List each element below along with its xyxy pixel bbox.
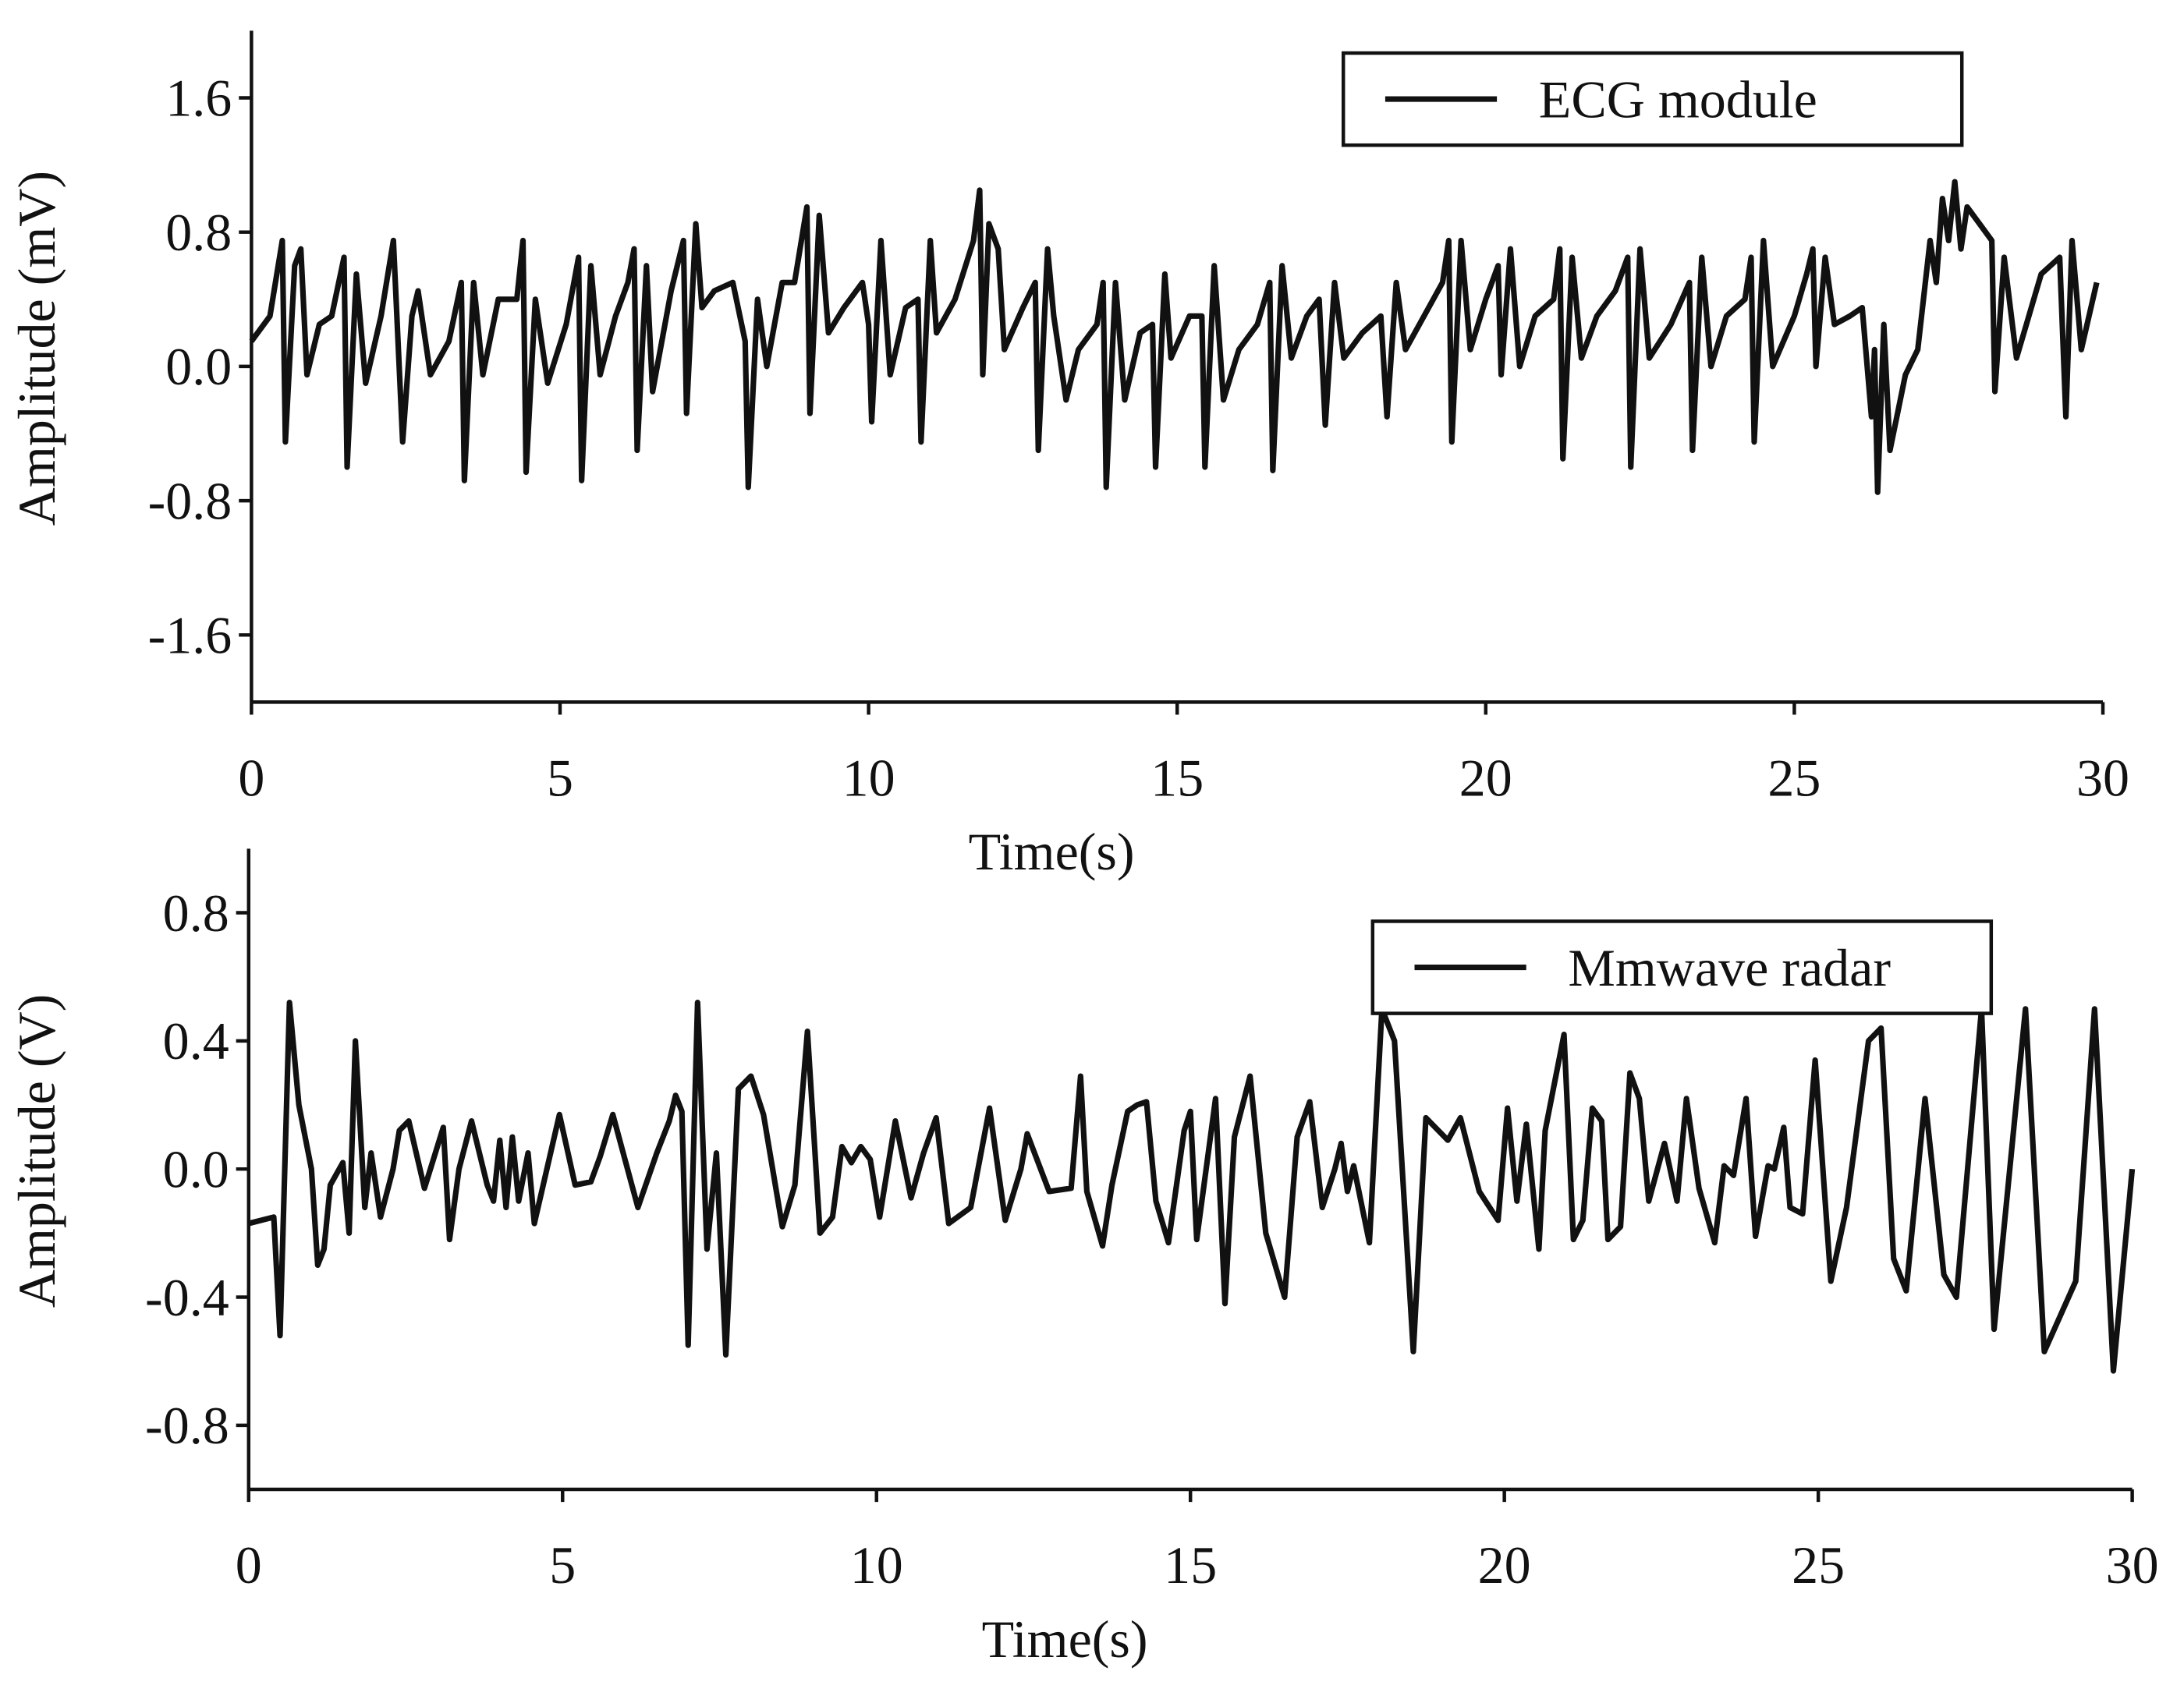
y-tick-label: 0.4 <box>163 1011 229 1071</box>
x-tick-label: 5 <box>549 1535 576 1595</box>
y-tick-label: -1.6 <box>148 606 232 665</box>
plot-panel: -1.6 -0.8 0.0 0.8 1.6 0 5 10 15 20 25 30 Time(s) Ampl… <box>7 30 2129 881</box>
data-line <box>249 179 2100 495</box>
y-tick-label: -0.4 <box>145 1268 229 1327</box>
data-line <box>247 999 2136 1374</box>
y-tick-label: 0.0 <box>165 337 232 396</box>
x-tick-label: 20 <box>1459 748 1512 807</box>
x-tick-label: 30 <box>2076 748 2129 807</box>
x-tick-label: 15 <box>1164 1535 1217 1595</box>
legend: Mmwave radar <box>1370 919 1994 1015</box>
x-tick-label: 20 <box>1478 1535 1531 1595</box>
y-axis-label: Amplitude (V) <box>7 994 66 1308</box>
x-tick-label: 5 <box>547 748 573 807</box>
x-tick-label: 30 <box>2106 1535 2159 1595</box>
y-tick-label: 0.8 <box>165 203 232 262</box>
x-axis-label: Time(s) <box>982 1609 1148 1669</box>
x-tick-label: 25 <box>1792 1535 1845 1595</box>
y-axis-label: Amplitude (mV) <box>7 171 66 526</box>
x-tick-label: 0 <box>236 1535 262 1595</box>
y-tick-label: 0.8 <box>163 883 229 943</box>
y-tick-label: 1.6 <box>165 69 232 128</box>
legend-label: Mmwave radar <box>1568 938 1891 997</box>
x-tick-label: 25 <box>1767 748 1821 807</box>
legend: ECG module <box>1341 51 1964 147</box>
x-tick-label: 10 <box>850 1535 903 1595</box>
x-axis-label: Time(s) <box>969 822 1135 881</box>
x-tick-label: 10 <box>842 748 895 807</box>
x-tick-label: 0 <box>238 748 264 807</box>
x-tick-label: 15 <box>1150 748 1204 807</box>
y-tick-label: -0.8 <box>145 1396 229 1455</box>
y-tick-label: 0.0 <box>163 1139 229 1199</box>
plot-panel: -0.8 -0.4 0.0 0.4 0.8 0 5 10 15 20 25 30 Time(s) Ampl… <box>7 848 2159 1669</box>
legend-label: ECG module <box>1539 69 1817 129</box>
y-tick-label: -0.8 <box>148 471 232 530</box>
